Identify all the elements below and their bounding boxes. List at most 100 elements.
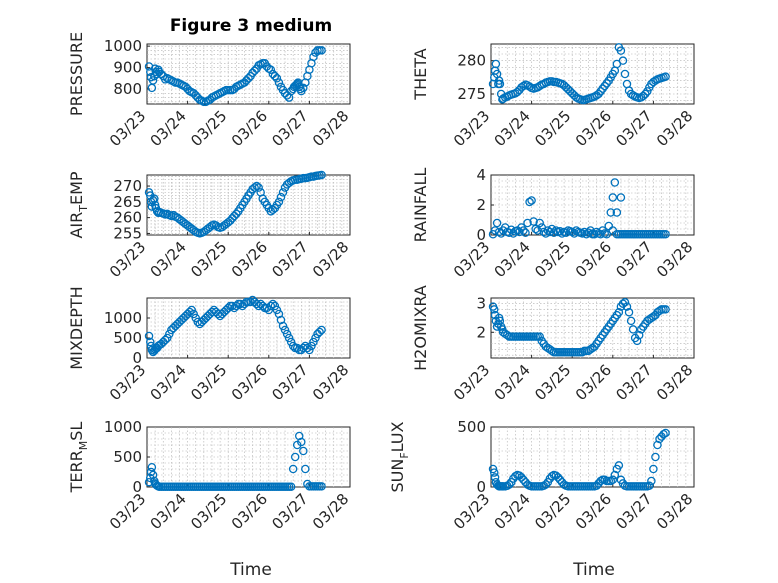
- x-tick-label: 03/27: [612, 107, 655, 150]
- series-rainfall: [488, 178, 670, 239]
- data-point: [519, 226, 528, 235]
- data-point: [491, 59, 501, 69]
- data-point: [250, 66, 259, 76]
- data-point: [661, 305, 670, 314]
- x-tick-label: 03/28: [653, 490, 696, 533]
- x-tick-label: 03/24: [491, 490, 534, 533]
- x-tick-label: 03/25: [531, 361, 574, 404]
- x-tick-label: 03/23: [450, 361, 493, 404]
- data-point: [628, 325, 638, 334]
- y-axis-label: RAINFALL: [411, 168, 430, 243]
- data-point: [163, 209, 172, 219]
- data-point: [266, 301, 276, 311]
- data-point: [622, 302, 632, 311]
- data-point: [578, 229, 587, 238]
- x-tick-label: 03/28: [653, 238, 696, 281]
- data-point: [150, 194, 159, 203]
- data-point: [535, 218, 544, 228]
- y-tick-label: 260: [113, 209, 142, 227]
- x-tick-label: 03/25: [187, 238, 230, 281]
- data-point: [286, 482, 296, 491]
- data-point: [252, 181, 261, 191]
- data-point: [299, 83, 308, 93]
- x-tick-label: 03/28: [309, 490, 352, 533]
- data-point: [584, 228, 593, 237]
- data-point: [555, 226, 565, 236]
- x-tick-label: 03/28: [653, 361, 696, 404]
- x-tick-label: 03/23: [450, 238, 493, 281]
- data-point: [661, 72, 670, 81]
- series-h2omixra: [488, 298, 670, 357]
- axes-frame: [146, 297, 351, 359]
- x-tick-label: 03/25: [531, 107, 574, 150]
- y-axis-label: AIRTEMP: [67, 171, 90, 238]
- data-point: [655, 306, 664, 316]
- y-axis-label: MIXDEPTH: [67, 286, 86, 369]
- data-point: [608, 226, 618, 235]
- x-tick-label: 03/25: [187, 490, 230, 533]
- data-point: [649, 464, 658, 474]
- data-point: [561, 228, 571, 237]
- data-point: [262, 303, 272, 313]
- data-point: [232, 301, 241, 311]
- data-point: [539, 227, 549, 237]
- x-tick-label: 03/26: [228, 361, 271, 404]
- data-point: [270, 301, 280, 311]
- x-tick-label: 03/25: [531, 238, 574, 281]
- data-point: [488, 464, 498, 474]
- data-point: [547, 346, 557, 356]
- series-terr-msl: [144, 431, 326, 491]
- x-tick-label: 03/23: [450, 490, 493, 533]
- data-point: [288, 341, 298, 351]
- y-tick-label: 4: [476, 166, 486, 184]
- y-tick-label: 255: [113, 224, 142, 242]
- data-point: [612, 208, 622, 217]
- data-point: [266, 65, 276, 74]
- x-tick-label: 03/23: [106, 238, 149, 281]
- y-tick-label: 0: [476, 226, 486, 244]
- y-axis-label: H2OMIXRA: [411, 285, 430, 371]
- data-point: [274, 197, 284, 207]
- data-point: [297, 437, 306, 447]
- x-axis-label-right: Time: [572, 560, 615, 580]
- data-point: [632, 336, 642, 346]
- data-point: [588, 229, 597, 239]
- y-tick-label: 0: [132, 349, 142, 367]
- data-point: [311, 333, 320, 343]
- data-point: [280, 325, 290, 335]
- axes-frame: [490, 426, 695, 488]
- data-point: [624, 308, 634, 317]
- x-tick-label: 03/24: [147, 361, 190, 404]
- y-tick-label: 2: [476, 323, 486, 341]
- data-point: [286, 86, 296, 96]
- data-point: [211, 221, 221, 230]
- data-point: [502, 330, 512, 340]
- data-point: [189, 309, 198, 319]
- data-point: [580, 227, 589, 237]
- x-tick-label: 03/27: [612, 238, 655, 281]
- data-point: [495, 79, 505, 89]
- data-point: [276, 192, 286, 202]
- x-tick-label: 03/27: [612, 361, 655, 404]
- y-tick-label: 0: [476, 478, 486, 496]
- x-tick-label: 03/24: [491, 361, 534, 404]
- y-tick-label: 270: [113, 177, 142, 195]
- x-tick-label: 03/26: [228, 490, 271, 533]
- data-point: [643, 87, 652, 96]
- data-point: [185, 307, 194, 317]
- data-point: [156, 69, 166, 79]
- x-tick-label: 03/27: [268, 490, 311, 533]
- data-point: [145, 337, 155, 347]
- x-tick-label: 03/27: [612, 490, 655, 533]
- y-tick-label: 800: [113, 80, 142, 98]
- data-point: [317, 46, 326, 55]
- y-tick-label: 500: [113, 448, 142, 466]
- data-point: [661, 229, 670, 239]
- x-tick-label: 03/26: [228, 107, 271, 150]
- y-tick-label: 280: [457, 52, 486, 70]
- y-tick-label: 500: [113, 329, 142, 347]
- x-tick-label: 03/26: [572, 107, 615, 150]
